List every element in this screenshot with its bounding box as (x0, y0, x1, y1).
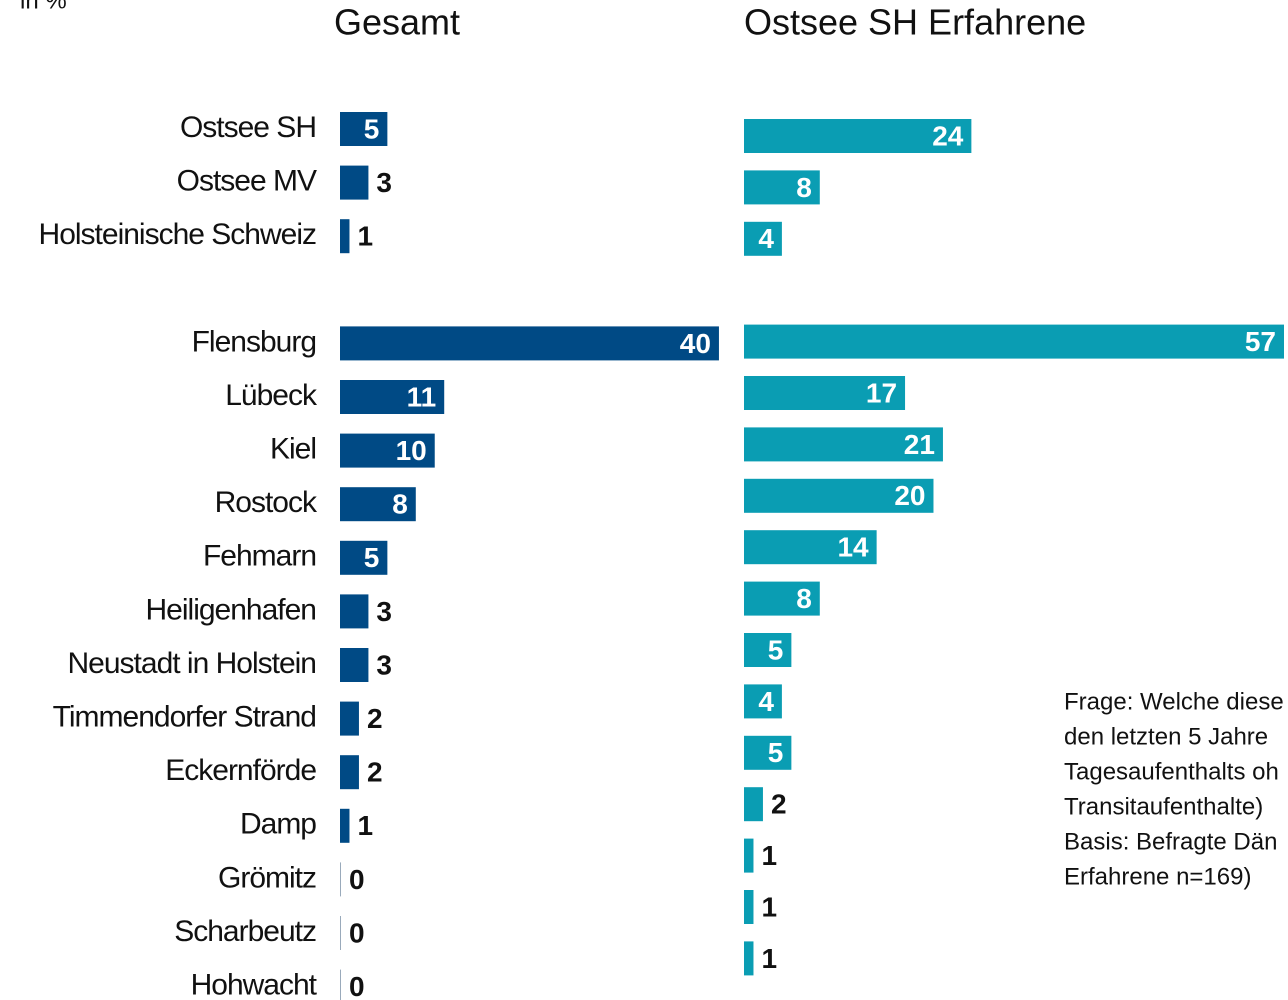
bar (340, 808, 350, 843)
category-label: Ostsee SH (180, 111, 316, 144)
value-label: 5 (768, 737, 784, 768)
value-label: 1 (357, 221, 373, 252)
value-label: 8 (392, 489, 408, 520)
bar (340, 701, 359, 736)
note-line: Erfahrene n=169) (1064, 863, 1251, 890)
bar (744, 170, 820, 205)
value-label: 21 (904, 429, 935, 460)
category-label: Neustadt in Holstein (68, 647, 316, 680)
value-label: 8 (796, 172, 812, 203)
bar (340, 380, 445, 414)
bar (340, 487, 416, 522)
value-label: 0 (349, 917, 365, 948)
value-label: 57 (1245, 326, 1276, 357)
category-label: Lübeck (225, 379, 318, 412)
value-label: 3 (376, 596, 392, 627)
value-label: 1 (761, 943, 777, 974)
category-label: Damp (240, 808, 316, 841)
bar (340, 165, 369, 200)
category-label: Scharbeutz (174, 915, 316, 948)
bar (340, 540, 388, 575)
value-label: 20 (894, 480, 925, 511)
category-label: Holsteinische Schweiz (39, 218, 316, 251)
bar (340, 326, 719, 361)
value-label: 4 (758, 686, 774, 717)
value-label: 14 (837, 532, 869, 563)
bar (340, 862, 341, 897)
value-label: 17 (866, 377, 897, 408)
bar (744, 838, 754, 873)
bar (340, 648, 369, 682)
value-label: 10 (396, 435, 427, 466)
value-label: 0 (349, 971, 365, 1000)
value-label: 40 (680, 328, 711, 359)
value-label: 5 (364, 542, 380, 573)
note-line: Basis: Befragte Dän (1064, 828, 1277, 855)
category-label: Fehmarn (203, 540, 316, 573)
value-label: 8 (796, 583, 812, 614)
value-label: 1 (761, 891, 777, 922)
category-label: Flensburg (192, 325, 316, 358)
category-label: Timmendorfer Strand (53, 701, 316, 734)
value-label: 0 (349, 864, 365, 895)
category-label: Kiel (270, 433, 316, 466)
value-label: 2 (367, 757, 383, 788)
category-label: Ostsee MV (177, 165, 317, 198)
category-label: Eckernförde (165, 754, 316, 787)
bar (744, 376, 906, 410)
bar (340, 219, 350, 254)
bar (744, 787, 763, 822)
bar (340, 969, 341, 1000)
bar (744, 530, 877, 565)
value-label: 2 (367, 703, 383, 734)
note-line: Tagesaufenthalts oh (1064, 758, 1279, 785)
bar (744, 941, 754, 976)
note-line: Frage: Welche diese (1064, 688, 1284, 715)
value-label: 3 (376, 167, 392, 198)
bar (744, 119, 972, 153)
note-line: Transitaufenthalte) (1064, 793, 1263, 820)
value-label: 3 (376, 649, 392, 680)
bar (744, 427, 943, 462)
bar (340, 916, 341, 950)
value-label: 2 (771, 789, 787, 820)
panel-title: Gesamt (334, 2, 460, 43)
category-label: Hohwacht (191, 969, 318, 1000)
bar (744, 478, 934, 513)
bar (744, 890, 754, 924)
category-label: Grömitz (218, 861, 316, 894)
value-label: 4 (758, 223, 774, 254)
category-label: Rostock (215, 486, 318, 519)
value-label: 5 (364, 113, 380, 144)
bar (744, 735, 792, 770)
bar (744, 581, 820, 616)
value-label: 1 (761, 840, 777, 871)
panel-title: Ostsee SH Erfahrene (744, 2, 1086, 43)
bar (744, 684, 782, 719)
bar (744, 221, 782, 256)
bar (744, 324, 1284, 359)
value-label: 5 (768, 634, 784, 665)
bar (340, 112, 388, 146)
bar (340, 594, 369, 629)
value-label: 24 (932, 120, 964, 151)
bar (340, 433, 435, 468)
unit-label: in % (20, 0, 67, 14)
note-line: den letzten 5 Jahre (1064, 723, 1268, 750)
bar (744, 633, 792, 667)
value-label: 11 (407, 381, 437, 412)
bar (340, 755, 359, 790)
value-label: 1 (357, 810, 373, 841)
category-label: Heiligenhafen (146, 593, 316, 626)
